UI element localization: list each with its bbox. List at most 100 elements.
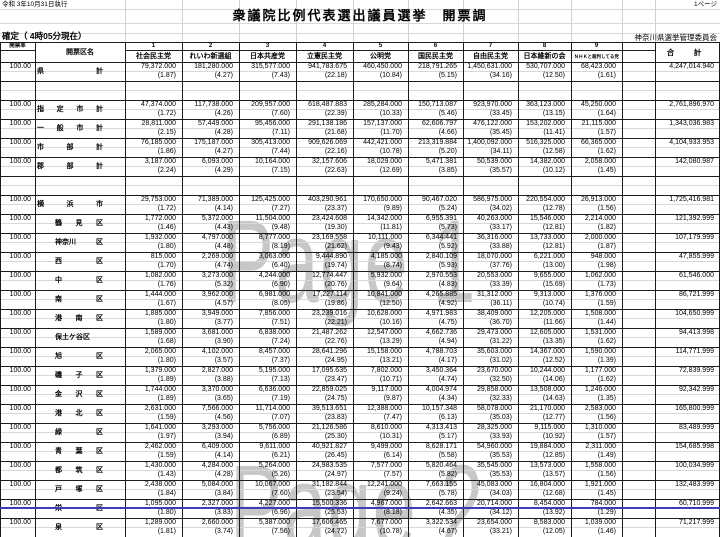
vote-count-cell: 1,590.000	[584, 348, 616, 355]
district-name-part: 見	[75, 220, 83, 227]
row-divider-line	[0, 166, 719, 167]
vote-count-cell: 363,123.000	[526, 101, 565, 108]
vote-count-cell: 31,182.844	[311, 481, 347, 488]
vote-percent-cell: (6.14)	[383, 452, 402, 459]
vote-count-cell: 2,840.109	[425, 253, 457, 260]
party-number-header: 2	[208, 43, 213, 49]
party-name-header: 国民民主党	[418, 53, 453, 60]
vote-count-cell: 79,372.000	[140, 63, 176, 70]
vote-count-cell: 23,424.608	[311, 215, 347, 222]
vote-count-cell: 20,553.000	[476, 272, 512, 279]
vote-count-cell: 305,413.000	[251, 139, 290, 146]
vote-percent-cell: (34.11)	[490, 148, 512, 155]
row-border	[0, 157, 719, 158]
vote-percent-cell: (4.27)	[214, 72, 233, 79]
sheet-gridline	[0, 9, 720, 10]
vote-percent-cell: (1.80)	[157, 509, 176, 516]
party-name-header: 日本共産党	[250, 53, 285, 60]
vote-count-cell: 2,058.000	[584, 158, 616, 165]
row-border	[0, 309, 719, 310]
sheet-gridline	[182, 0, 183, 42]
vote-count-cell: 21,126.586	[311, 424, 347, 431]
turnout-rate-value: 100.00	[9, 234, 31, 241]
party-number-header: 9	[594, 43, 599, 49]
vote-percent-cell: (34.12)	[489, 509, 512, 516]
vote-count-cell: 4,004.974	[425, 386, 457, 393]
turnout-rate-value: 100.00	[9, 443, 31, 450]
row-divider-line	[0, 299, 719, 300]
column-border	[463, 42, 464, 537]
district-name: 西区	[55, 257, 103, 266]
vote-percent-cell: (3.88)	[214, 376, 233, 383]
vote-percent-cell: (12.77)	[542, 414, 565, 421]
vote-percent-cell: (22.76)	[324, 338, 347, 345]
vote-percent-cell: (5.82)	[438, 471, 457, 478]
vote-percent-cell: (33.39)	[489, 281, 512, 288]
party-name-header: 自由民主党	[473, 53, 508, 60]
vote-count-cell: 117,738.000	[194, 101, 233, 108]
vote-count-cell: 5,820.464	[425, 462, 457, 469]
vote-count-cell: 948.000	[590, 253, 616, 260]
vote-count-cell: 2,269.000	[201, 253, 233, 260]
vote-percent-cell: (1.80)	[157, 357, 176, 364]
district-name-part: 港	[55, 315, 62, 322]
vote-percent-cell: (13.00)	[542, 262, 565, 269]
total-vote-cell: 165,800.999	[675, 405, 714, 412]
sheet-gridline	[296, 0, 297, 42]
vote-percent-cell: (3.65)	[214, 395, 233, 402]
vote-percent-cell: (4.26)	[214, 110, 233, 117]
vote-count-cell: 1,289.000	[144, 519, 176, 526]
row-border	[0, 138, 719, 139]
vote-count-cell: 175,187.000	[194, 139, 233, 146]
vote-count-cell: 66,365.000	[580, 139, 616, 146]
vote-percent-cell: (34.16)	[489, 72, 512, 79]
vote-percent-cell: (1.70)	[157, 262, 176, 269]
vote-count-cell: 218,791.265	[418, 63, 457, 70]
vote-count-cell: 12,774.447	[311, 272, 347, 279]
vote-count-cell: 4,244.000	[258, 272, 290, 279]
row-divider-line	[0, 128, 719, 129]
vote-percent-cell: (35.57)	[489, 167, 512, 174]
vote-count-cell: 4,102.000	[201, 348, 233, 355]
vote-percent-cell: (7.13)	[271, 376, 290, 383]
page-break-line	[0, 507, 720, 509]
vote-count-cell: 8,777.000	[258, 234, 290, 241]
vote-percent-cell: (4.29)	[214, 167, 233, 174]
vote-percent-cell: (1.56)	[597, 471, 616, 478]
row-divider-line	[0, 242, 719, 243]
vote-count-cell: 8,583.000	[533, 519, 565, 526]
vote-percent-cell: (7.27)	[271, 205, 290, 212]
vote-count-cell: 35,545.000	[476, 462, 512, 469]
vote-count-cell: 8,457.000	[258, 348, 290, 355]
vote-percent-cell: (1.86)	[157, 148, 176, 155]
vote-count-cell: 28,325.000	[476, 424, 512, 431]
vote-percent-cell: (10.74)	[542, 300, 565, 307]
vote-count-cell: 2,327.000	[201, 500, 233, 507]
vote-count-cell: 220,554.000	[526, 196, 565, 203]
vote-count-cell: 909,626.069	[308, 139, 347, 146]
row-border	[0, 176, 719, 177]
vote-percent-cell: (31.22)	[489, 338, 512, 345]
party-number-header: 1	[151, 43, 156, 49]
vote-count-cell: 14,367.000	[529, 348, 565, 355]
vote-percent-cell: (5.32)	[214, 281, 233, 288]
vote-count-cell: 618,487.883	[308, 101, 347, 108]
district-name: 指定市計	[37, 105, 103, 114]
vote-count-cell: 1,246.000	[584, 386, 616, 393]
total-vote-cell: 47,855.999	[678, 253, 714, 260]
total-vote-cell: 92,342.999	[678, 386, 714, 393]
vote-percent-cell: (7.07)	[271, 414, 290, 421]
vote-count-cell: 8,610.000	[370, 424, 402, 431]
vote-count-cell: 1,376.000	[584, 291, 616, 298]
row-border	[0, 404, 719, 405]
vote-percent-cell: (5.78)	[438, 490, 457, 497]
district-name: 港北区	[55, 409, 103, 418]
vote-percent-cell: (1.57)	[597, 433, 616, 440]
sheet-gridline	[408, 0, 409, 42]
vote-percent-cell: (3.85)	[438, 167, 457, 174]
district-name-part: 保土ケ谷区	[55, 334, 90, 341]
vote-percent-cell: (1.59)	[597, 300, 616, 307]
vote-count-cell: 213,319.884	[418, 139, 457, 146]
column-border	[182, 42, 183, 537]
